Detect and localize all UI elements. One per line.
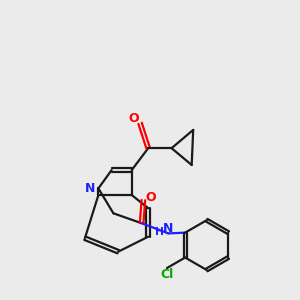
Text: Cl: Cl (160, 268, 174, 281)
Text: N: N (85, 182, 95, 195)
Text: O: O (146, 191, 156, 204)
Text: N: N (163, 221, 173, 235)
Text: O: O (128, 112, 139, 125)
Text: H: H (155, 227, 164, 237)
